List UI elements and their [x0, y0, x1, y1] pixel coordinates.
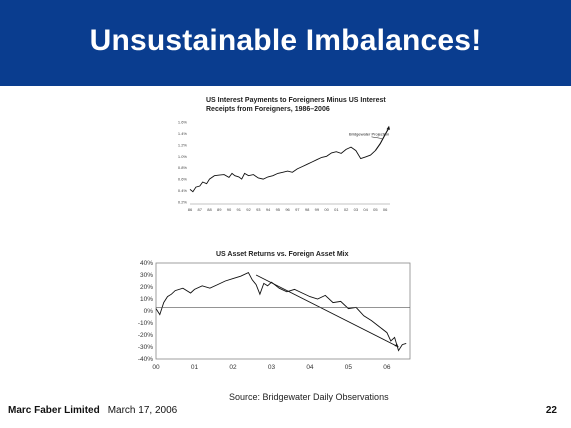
chart1-series-line: [189, 146, 376, 193]
footer-date: March 17, 2006: [107, 405, 178, 416]
footer-company: Marc Faber Limited: [8, 405, 100, 416]
chart2-y-tick-label: 30%: [140, 272, 153, 279]
chart1-x-tick-label: 87: [198, 207, 203, 212]
chart1-background: [168, 92, 400, 218]
chart2-background: [128, 245, 414, 380]
chart1-x-tick-label: 99: [315, 207, 320, 212]
chart1-annotation-pointer: [371, 136, 383, 139]
chart1-x-tick-label: 91: [237, 207, 242, 212]
chart1-projection-line: [374, 127, 390, 151]
chart2-y-tick-label: 40%: [140, 260, 153, 267]
chart1-x-tick-label: 92: [246, 207, 251, 212]
chart1-x-tick-label: 04: [363, 207, 368, 212]
asset-returns-chart: US Asset Returns vs. Foreign Asset Mix -…: [128, 245, 414, 380]
chart1-y-tick-label: 0.6%: [178, 177, 188, 182]
chart2-title: US Asset Returns vs. Foreign Asset Mix: [216, 251, 349, 258]
chart1-x-tick-label: 93: [256, 207, 261, 212]
chart2-x-tick-label: 02: [229, 364, 237, 371]
chart1-y-tick-label: 1.6%: [178, 120, 188, 125]
chart2-y-tick-label: 20%: [140, 284, 153, 291]
title-banner: [0, 0, 571, 86]
chart1-x-tick-label: 95: [276, 207, 281, 212]
chart2-returns-line: [155, 272, 407, 352]
page-number: 22: [545, 405, 557, 416]
chart1-x-tick-label: 03: [354, 207, 359, 212]
chart2-y-tick-label: 10%: [140, 296, 153, 303]
chart1-x-tick-label: 97: [295, 207, 300, 212]
chart1-y-tick-label: 1.2%: [178, 142, 188, 147]
chart1-x-tick-label: 00: [324, 207, 329, 212]
chart2-x-tick-label: 05: [345, 364, 353, 371]
chart2-x-tick-label: 06: [383, 364, 391, 371]
chart1-x-tick-label: 88: [207, 207, 212, 212]
slide-title: Unsustainable Imbalances!: [89, 24, 482, 57]
chart2-y-tick-label: -10%: [138, 320, 153, 327]
chart2-x-tick-label: 04: [306, 364, 314, 371]
chart2-trend-line: [255, 274, 399, 348]
chart2-y-tick-label: -40%: [138, 356, 153, 363]
chart1-projection-arrowhead: [386, 125, 391, 130]
chart1-title-line1: US Interest Payments to Foreigners Minus…: [206, 97, 386, 104]
interest-payments-chart: US Interest Payments to Foreigners Minus…: [168, 92, 400, 218]
chart1-y-tick-label: 0.2%: [178, 200, 188, 205]
chart1-x-tick-label: 89: [217, 207, 222, 212]
chart1-y-tick-label: 1.4%: [178, 131, 188, 136]
chart2-y-tick-label: 0%: [144, 308, 154, 315]
chart1-annotation: Bridgewater Projection: [349, 132, 389, 137]
chart1-y-tick-label: 0.8%: [178, 165, 188, 170]
chart2-y-tick-label: -20%: [138, 332, 153, 339]
chart1-x-tick-label: 96: [285, 207, 290, 212]
chart2-frame: [155, 262, 411, 360]
chart2-x-tick-label: 03: [268, 364, 276, 371]
chart1-x-tick-label: 02: [344, 207, 349, 212]
footer: Marc Faber Limited March 17, 2006: [8, 405, 177, 416]
chart1-x-tick-label: 90: [227, 207, 232, 212]
chart1-x-tick-label: 86: [188, 207, 193, 212]
chart1-title-line2: Receipts from Foreigners, 1986–2006: [206, 106, 330, 113]
chart1-x-tick-label: 98: [305, 207, 310, 212]
chart1-x-tick-label: 94: [266, 207, 271, 212]
source-note: Source: Bridgewater Daily Observations: [229, 392, 389, 402]
chart1-x-tick-label: 01: [334, 207, 339, 212]
chart2-trend-arrowhead: [394, 343, 399, 347]
chart1-y-tick-label: 0.4%: [178, 188, 188, 193]
chart2-y-tick-label: -30%: [138, 344, 153, 351]
chart2-x-tick-label: 00: [152, 364, 160, 371]
chart1-x-tick-label: 05: [373, 207, 378, 212]
chart1-x-tick-label: 06: [383, 207, 388, 212]
chart2-x-tick-label: 01: [191, 364, 199, 371]
chart1-y-tick-label: 1.0%: [178, 154, 188, 159]
